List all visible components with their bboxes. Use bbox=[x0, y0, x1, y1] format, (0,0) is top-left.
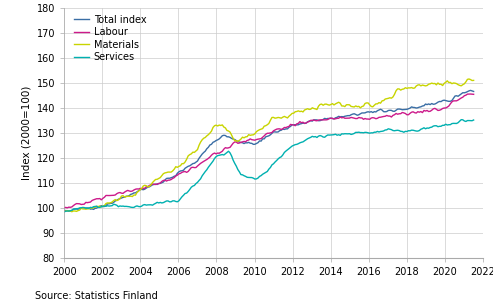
Y-axis label: Index (2000=100): Index (2000=100) bbox=[21, 86, 31, 180]
Total index bbox=[467, 88, 473, 92]
Line: Materials: Materials bbox=[64, 79, 474, 212]
Services bbox=[373, 130, 379, 134]
Labour bbox=[373, 117, 379, 120]
Total index bbox=[313, 118, 318, 122]
Materials bbox=[61, 210, 67, 213]
Legend: Total index, Labour, Materials, Services: Total index, Labour, Materials, Services bbox=[73, 14, 147, 63]
Services bbox=[61, 210, 67, 214]
Materials bbox=[243, 135, 248, 139]
Labour bbox=[471, 92, 477, 96]
Labour bbox=[241, 140, 247, 143]
Labour bbox=[61, 206, 67, 210]
Text: Source: Statistics Finland: Source: Statistics Finland bbox=[35, 291, 157, 301]
Labour bbox=[226, 146, 232, 150]
Materials bbox=[313, 107, 318, 111]
Labour bbox=[467, 92, 473, 96]
Materials bbox=[69, 210, 75, 213]
Labour bbox=[311, 118, 317, 122]
Services bbox=[458, 118, 464, 122]
Total index bbox=[61, 209, 67, 212]
Services bbox=[226, 149, 232, 153]
Line: Labour: Labour bbox=[64, 94, 474, 208]
Services bbox=[446, 123, 452, 126]
Materials bbox=[447, 81, 453, 84]
Services bbox=[311, 135, 317, 139]
Services bbox=[471, 118, 477, 122]
Services bbox=[241, 174, 247, 178]
Labour bbox=[441, 106, 447, 110]
Services bbox=[441, 123, 447, 127]
Total index bbox=[68, 209, 73, 213]
Total index bbox=[443, 99, 449, 102]
Materials bbox=[375, 102, 381, 106]
Total index bbox=[375, 109, 381, 112]
Total index bbox=[447, 99, 453, 103]
Total index bbox=[227, 136, 233, 139]
Materials bbox=[443, 81, 449, 84]
Materials bbox=[466, 77, 472, 81]
Materials bbox=[227, 130, 233, 134]
Labour bbox=[446, 104, 452, 108]
Total index bbox=[471, 90, 477, 93]
Line: Total index: Total index bbox=[64, 90, 474, 211]
Line: Services: Services bbox=[64, 120, 474, 212]
Materials bbox=[471, 78, 477, 82]
Total index bbox=[243, 141, 248, 145]
